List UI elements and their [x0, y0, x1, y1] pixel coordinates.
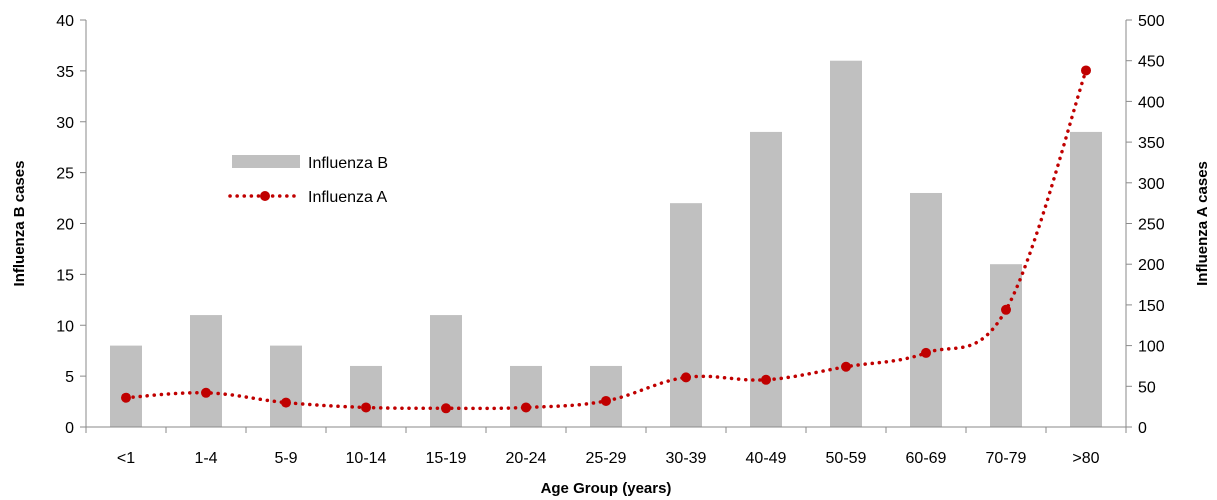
y-left-tick-label: 35 [56, 64, 74, 81]
legend-marker-influenza-a [260, 191, 270, 201]
x-tick-label: 10-14 [346, 450, 387, 467]
legend: Influenza B Influenza A [228, 155, 388, 206]
bar-series-influenza-b [110, 60, 1102, 427]
y-right-tick-label: 100 [1138, 339, 1165, 356]
y-right-tick-label: 300 [1138, 176, 1165, 193]
bar-influenza-b-2 [270, 345, 302, 427]
x-tick-label: 20-24 [506, 450, 547, 467]
y-right-tick-label: 400 [1138, 94, 1165, 111]
x-tick-label: 50-59 [826, 450, 867, 467]
bar-influenza-b-3 [350, 365, 382, 427]
y-left-tick-label: 10 [56, 318, 74, 335]
y-right-tick-label: 50 [1138, 379, 1156, 396]
y-right-tick-label: 250 [1138, 217, 1165, 234]
y-right-tick-label: 0 [1138, 420, 1147, 437]
bar-influenza-b-12 [1070, 131, 1102, 427]
line-path-influenza-a [124, 68, 1088, 411]
x-axis-title: Age Group (years) [541, 480, 672, 497]
y-left-tick-label: 15 [56, 267, 74, 284]
y-right-tick-label: 500 [1138, 13, 1165, 30]
x-tick-label: 1-4 [194, 450, 217, 467]
point-influenza-a-2 [281, 397, 291, 408]
y-left-tick-label: 20 [56, 217, 74, 234]
point-influenza-a-9 [841, 361, 851, 372]
point-influenza-a-11 [1001, 304, 1011, 315]
x-tick-label: 25-29 [586, 450, 627, 467]
y-axis-title-right: Influenza A cases [1194, 161, 1211, 286]
point-influenza-a-8 [761, 374, 771, 385]
point-influenza-a-1 [201, 387, 211, 398]
x-tick-label: 70-79 [986, 450, 1027, 467]
point-influenza-a-6 [601, 395, 611, 406]
point-influenza-a-0 [121, 392, 131, 403]
legend-label-influenza-b: Influenza B [308, 155, 388, 172]
y-right-tick-label: 200 [1138, 257, 1165, 274]
y-left-tick-label: 5 [65, 369, 74, 386]
y-left-tick-label: 25 [56, 166, 74, 183]
y-right-tick-label: 150 [1138, 298, 1165, 315]
point-influenza-a-5 [521, 402, 531, 413]
y-left-tick-label: 30 [56, 115, 74, 132]
bar-influenza-b-7 [670, 203, 702, 427]
y-axis-title-left: Influenza B cases [11, 161, 28, 287]
bar-influenza-b-5 [510, 365, 542, 427]
bar-influenza-b-0 [110, 345, 142, 427]
x-tick-label: 5-9 [274, 450, 297, 467]
point-influenza-a-7 [681, 372, 691, 383]
legend-label-influenza-a: Influenza A [308, 189, 388, 206]
x-tick-label: 30-39 [666, 450, 707, 467]
point-influenza-a-3 [361, 402, 371, 413]
point-influenza-a-10 [921, 347, 931, 358]
y-left-tick-label: 0 [65, 420, 74, 437]
x-tick-label: >80 [1072, 450, 1099, 467]
x-tick-label: <1 [117, 450, 135, 467]
line-series-influenza-a [121, 65, 1091, 414]
point-influenza-a-12 [1081, 65, 1091, 76]
x-tick-label: 40-49 [746, 450, 787, 467]
y-right-tick-label: 450 [1138, 54, 1165, 71]
x-tick-label: 60-69 [906, 450, 947, 467]
x-tick-label: 15-19 [426, 450, 467, 467]
axes: 0510152025303540050100150200250300350400… [56, 13, 1165, 467]
bar-influenza-b-1 [190, 315, 222, 427]
legend-swatch-influenza-b [232, 155, 300, 168]
bar-influenza-b-10 [910, 192, 942, 427]
y-right-tick-label: 350 [1138, 135, 1165, 152]
bar-influenza-b-11 [990, 264, 1022, 427]
y-left-tick-label: 40 [56, 13, 74, 30]
bar-influenza-b-9 [830, 60, 862, 427]
point-influenza-a-4 [441, 403, 451, 414]
